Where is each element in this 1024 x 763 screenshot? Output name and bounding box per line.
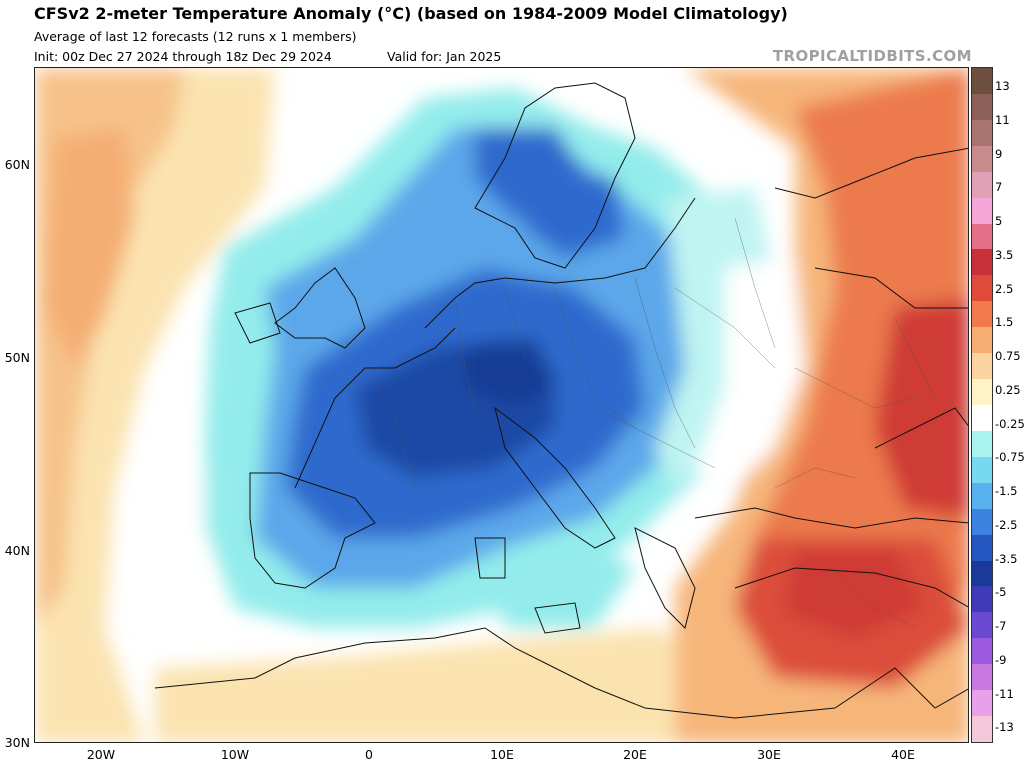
chart-title: CFSv2 2-meter Temperature Anomaly (°C) (… — [34, 4, 788, 23]
colorbar-segment — [972, 638, 992, 665]
colorbar-segment — [972, 612, 992, 639]
colorbar-segment — [972, 508, 992, 535]
colorbar-segment — [972, 560, 992, 587]
colorbar-segment — [972, 145, 992, 172]
lat-label-60n: 60N — [4, 157, 30, 172]
lon-label-0: 0 — [365, 747, 373, 762]
colorbar-segment — [972, 379, 992, 405]
colorbar-segment — [972, 197, 992, 224]
colorbar-label: 5 — [995, 214, 1003, 228]
colorbar-label: 1.5 — [995, 315, 1014, 330]
colorbar-label: 11 — [995, 112, 1010, 127]
colorbar-label: -1.5 — [995, 484, 1018, 498]
colorbar-segment — [972, 716, 992, 742]
init-time: Init: 00z Dec 27 2024 through 18z Dec 29… — [34, 49, 332, 64]
valid-time: Valid for: Jan 2025 — [387, 49, 502, 64]
colorbar-segment — [972, 93, 992, 120]
colorbar-segment — [972, 430, 992, 457]
colorbar-label: 0.25 — [995, 382, 1021, 397]
colorbar-label: 7 — [995, 180, 1003, 195]
colorbar-label: -9 — [995, 652, 1007, 667]
lat-label-30n: 30N — [4, 735, 30, 750]
colorbar-label: -13 — [995, 720, 1014, 735]
colorbar-segment — [972, 171, 992, 198]
colorbar-label: -11 — [995, 686, 1014, 701]
colorbar-segment — [972, 456, 992, 483]
lon-label-30e: 30E — [757, 747, 781, 762]
colorbar-segment — [972, 119, 992, 146]
lon-label-20w: 20W — [86, 747, 116, 762]
colorbar-segment — [972, 482, 992, 509]
lat-label-40n: 40N — [4, 543, 30, 558]
colorbar-label: -7 — [995, 619, 1007, 633]
colorbar-segment — [972, 327, 992, 354]
lon-label-40e: 40E — [891, 747, 915, 762]
map-canvas — [35, 68, 968, 742]
colorbar-label: 9 — [995, 146, 1003, 161]
colorbar-segment — [972, 223, 992, 250]
colorbar-label: -0.25 — [995, 416, 1024, 431]
anomaly-map — [34, 67, 969, 743]
colorbar-label: -2.5 — [995, 517, 1018, 532]
chart-subtitle: Average of last 12 forecasts (12 runs x … — [34, 29, 357, 44]
colorbar-label: 0.75 — [995, 349, 1021, 363]
colorbar-segment — [972, 301, 992, 328]
colorbar-segment — [972, 353, 992, 380]
colorbar-segment — [972, 690, 992, 717]
colorbar-label: 2.5 — [995, 281, 1014, 296]
colorbar-label: 13 — [995, 79, 1010, 93]
anomaly-field — [35, 68, 968, 742]
lon-label-10e: 10E — [490, 747, 514, 762]
lon-label-20e: 20E — [623, 747, 647, 762]
coastlines — [154, 82, 968, 719]
borders — [364, 217, 936, 629]
colorbar-segment — [972, 404, 992, 431]
colorbar-segment — [972, 275, 992, 302]
colorbar-segment — [972, 249, 992, 276]
lat-label-50n: 50N — [4, 350, 30, 365]
colorbar-label: -5 — [995, 585, 1007, 600]
colorbar — [971, 67, 993, 743]
colorbar-label: -3.5 — [995, 551, 1018, 566]
colorbar-segment — [972, 586, 992, 613]
brand-watermark: TROPICALTIDBITS.COM — [772, 47, 972, 65]
lon-label-10w: 10W — [220, 747, 250, 762]
colorbar-segment — [972, 534, 992, 561]
colorbar-segment — [972, 68, 992, 94]
colorbar-segment — [972, 664, 992, 691]
colorbar-label: 3.5 — [995, 247, 1014, 262]
colorbar-label: -0.75 — [995, 450, 1024, 465]
